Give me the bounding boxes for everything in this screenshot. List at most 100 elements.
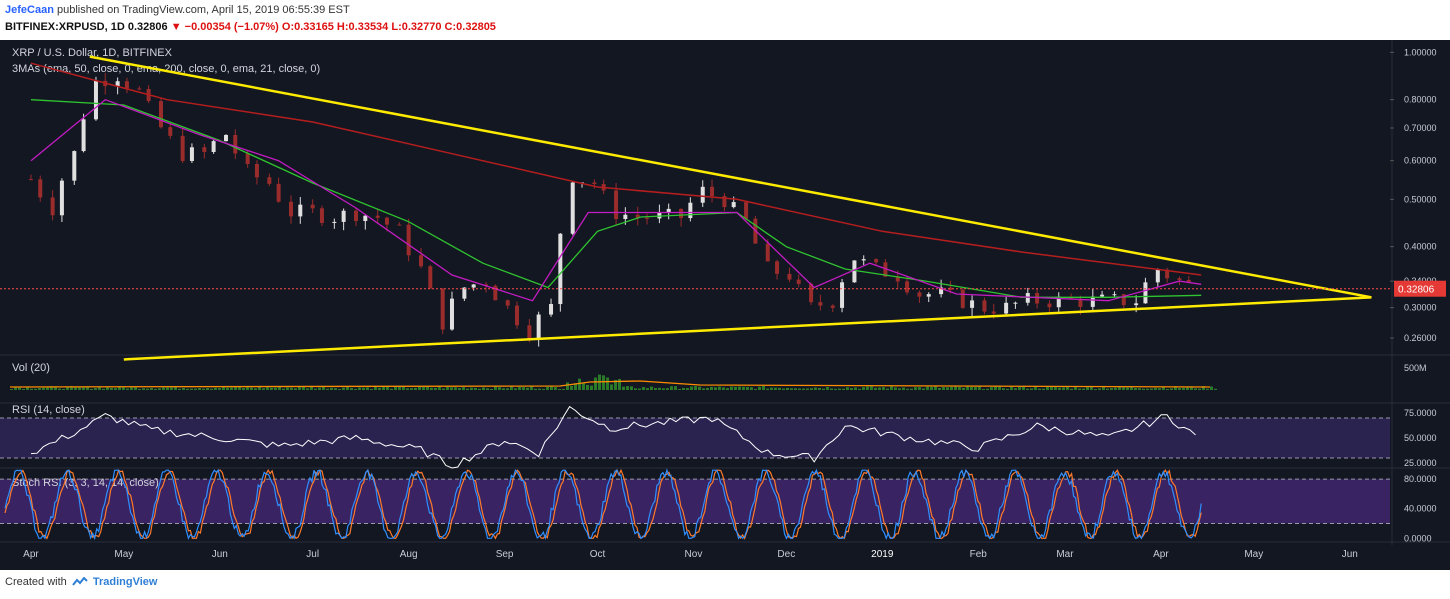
volume-bar: [710, 386, 713, 390]
volume-bar: [254, 388, 257, 390]
author-name[interactable]: JefeCaan: [5, 4, 54, 16]
volume-bar: [862, 387, 865, 390]
candle-body: [449, 298, 454, 330]
volume-bar: [130, 386, 133, 390]
date-tick-label: May: [1244, 549, 1263, 560]
volume-bar: [542, 388, 545, 390]
volume-bar: [402, 386, 405, 390]
candle-body: [1112, 294, 1117, 296]
volume-bar: [762, 386, 765, 390]
volume-bar: [302, 386, 305, 390]
volume-bar: [1026, 388, 1029, 390]
candle-body: [840, 282, 845, 308]
volume-bar: [682, 388, 685, 390]
volume-bar: [622, 386, 625, 390]
stoch-pane-title: Stoch RSI (3, 3, 14, 14, close): [12, 477, 159, 489]
volume-bar: [494, 386, 497, 390]
volume-bar: [1022, 386, 1025, 390]
volume-bar: [14, 387, 17, 390]
volume-bar: [382, 386, 385, 390]
volume-bar: [50, 386, 53, 390]
volume-bar: [294, 388, 297, 390]
tradingview-brand[interactable]: TradingView: [92, 576, 158, 588]
volume-bar: [606, 377, 609, 390]
candle-body: [970, 300, 975, 308]
volume-bar: [718, 386, 721, 390]
upper-trendline: [89, 55, 1372, 299]
volume-bar: [962, 387, 965, 390]
date-tick-label: Jun: [1342, 549, 1358, 560]
volume-bar: [566, 382, 569, 390]
candle-body: [202, 147, 207, 152]
volume-bar: [998, 386, 1001, 390]
volume-bar: [38, 388, 41, 390]
volume-bar: [586, 384, 589, 390]
volume-bar: [922, 388, 925, 390]
volume-bar: [1206, 388, 1209, 390]
chart-canvas[interactable]: XRP / U.S. Dollar, 1D, BITFINEX 3MAs (ema…: [0, 40, 1450, 570]
volume-bar: [498, 387, 501, 390]
volume-bar: [158, 388, 161, 390]
volume-bar: [202, 388, 205, 390]
volume-bar: [918, 387, 921, 390]
rsi-tick-label: 25.0000: [1404, 458, 1437, 468]
volume-bar: [514, 388, 517, 390]
volume-bar: [390, 388, 393, 390]
volume-bar: [850, 388, 853, 390]
volume-bar: [482, 387, 485, 390]
volume-bar: [646, 388, 649, 390]
volume-bar: [10, 388, 13, 390]
candle-body: [1047, 303, 1052, 308]
volume-bar: [1038, 388, 1041, 390]
volume-bar: [186, 388, 189, 390]
volume-bar: [810, 388, 813, 390]
rsi-tick-label: 75.0000: [1404, 408, 1437, 418]
volume-bar: [1154, 387, 1157, 390]
volume-bar: [778, 387, 781, 390]
volume-bar: [462, 387, 465, 390]
volume-bar: [502, 388, 505, 390]
volume-bar: [78, 386, 81, 390]
candle-body: [341, 210, 346, 222]
volume-bar: [1114, 387, 1117, 390]
footer: Created with TradingView: [5, 576, 157, 588]
volume-bar: [506, 388, 509, 390]
price-tick-label: 0.70000: [1404, 123, 1437, 133]
volume-bar: [346, 386, 349, 390]
volume-bar: [22, 388, 25, 390]
candle-body: [223, 134, 228, 142]
date-tick-label: May: [114, 549, 133, 560]
volume-bar: [1134, 387, 1137, 390]
volume-bar: [86, 386, 89, 390]
volume-bar: [754, 388, 757, 390]
volume-bar: [82, 387, 85, 390]
volume-bar: [654, 387, 657, 390]
symbol-name: BITFINEX:XRPUSD, 1D: [5, 21, 125, 33]
volume-bar: [982, 388, 985, 390]
volume-bar: [370, 388, 373, 390]
volume-bar: [618, 379, 621, 390]
volume-bar: [398, 386, 401, 390]
volume-bar: [986, 388, 989, 390]
price-tick-label: 0.80000: [1404, 95, 1437, 105]
volume-bar: [238, 386, 241, 390]
candle-body: [81, 119, 86, 152]
candle-body: [1004, 302, 1009, 314]
volume-bar: [1138, 388, 1141, 390]
volume-bar: [282, 388, 285, 390]
volume-bar: [842, 388, 845, 390]
volume-bar: [870, 386, 873, 390]
volume-bar: [990, 387, 993, 390]
candle-body: [688, 202, 693, 219]
chart-area[interactable]: XRP / U.S. Dollar, 1D, BITFINEX 3MAs (ema…: [0, 40, 1450, 570]
volume-bar: [702, 388, 705, 390]
volume-bar: [1118, 386, 1121, 390]
volume-bar: [550, 386, 553, 390]
candle-body: [1013, 302, 1018, 304]
volume-bar: [1046, 386, 1049, 390]
volume-bar: [694, 386, 697, 390]
price-tick-label: 1.00000: [1404, 47, 1437, 57]
volume-bar: [630, 386, 633, 390]
volume-bar: [1170, 388, 1173, 390]
volume-bar: [150, 388, 153, 390]
